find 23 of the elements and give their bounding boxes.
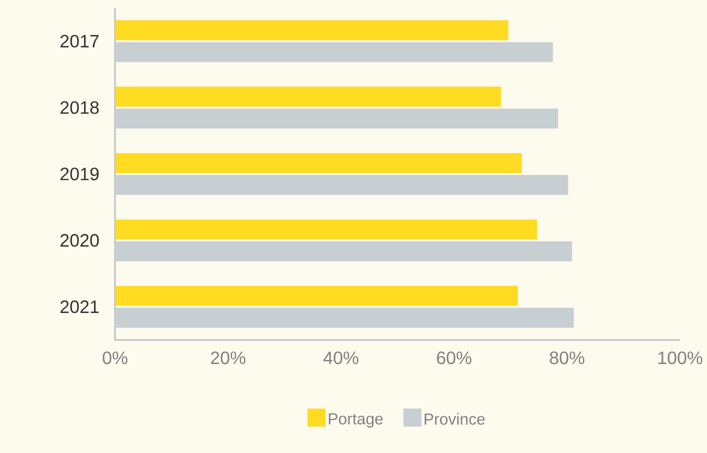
x-tick-label: 20% (210, 352, 246, 364)
x-tick-label: 40% (323, 352, 358, 364)
bar (115, 86, 501, 107)
x-tick-label: 100% (658, 352, 702, 364)
y-tick-label: 2018 (60, 101, 99, 114)
y-tick-label: 2017 (60, 34, 99, 48)
bar (115, 20, 508, 40)
y-tick-label: 2019 (60, 168, 99, 180)
bar (115, 174, 568, 195)
bar (115, 42, 553, 62)
bar (115, 308, 574, 328)
legend-label: Portage (328, 413, 383, 428)
x-tick-label: 80% (550, 352, 584, 364)
bar (115, 153, 522, 173)
bar (115, 219, 538, 240)
y-tick-label: 2021 (60, 300, 99, 314)
bar (115, 108, 558, 129)
bar (115, 241, 572, 262)
x-tick-label: 0% (102, 352, 128, 364)
legend-label: Province (424, 413, 485, 425)
y-tick-label: 2020 (60, 234, 99, 247)
bar (115, 286, 518, 306)
x-tick-label: 60% (436, 352, 472, 364)
